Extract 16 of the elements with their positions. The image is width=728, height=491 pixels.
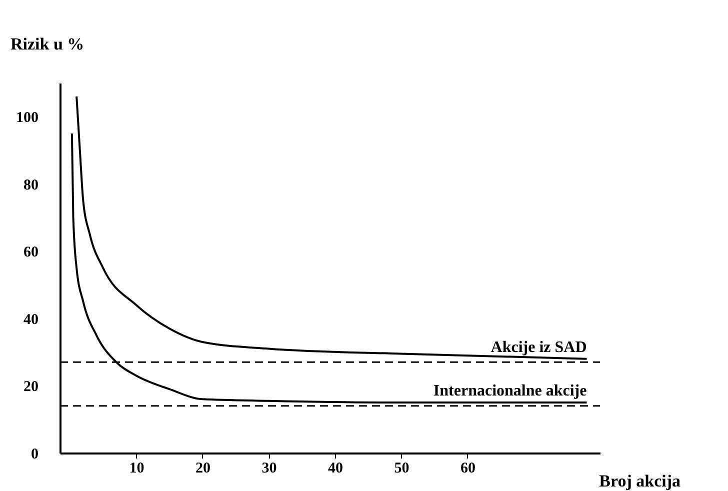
x-axis-title: Broj akcija [599,472,681,490]
x-tick-label: 20 [195,460,210,476]
y-tick-label: 40 [24,312,38,328]
x-tick-label: 60 [460,460,476,476]
y-tick-label: 80 [24,177,38,194]
y-axis-title: Rizik u % [10,34,84,54]
y-tick-label: 20 [24,379,38,396]
x-tick-label: 10 [129,460,144,476]
x-tick-label: 40 [328,460,343,476]
x-tick-label: 30 [262,460,277,476]
y-tick-label: 100 [16,110,38,126]
series-label: Internacionalne akcije [433,382,587,400]
y-tick-label: 0 [31,446,38,462]
series-label: Akcije iz SAD [490,338,587,356]
y-tick-label: 60 [24,244,38,261]
x-tick-label: 50 [394,460,410,476]
